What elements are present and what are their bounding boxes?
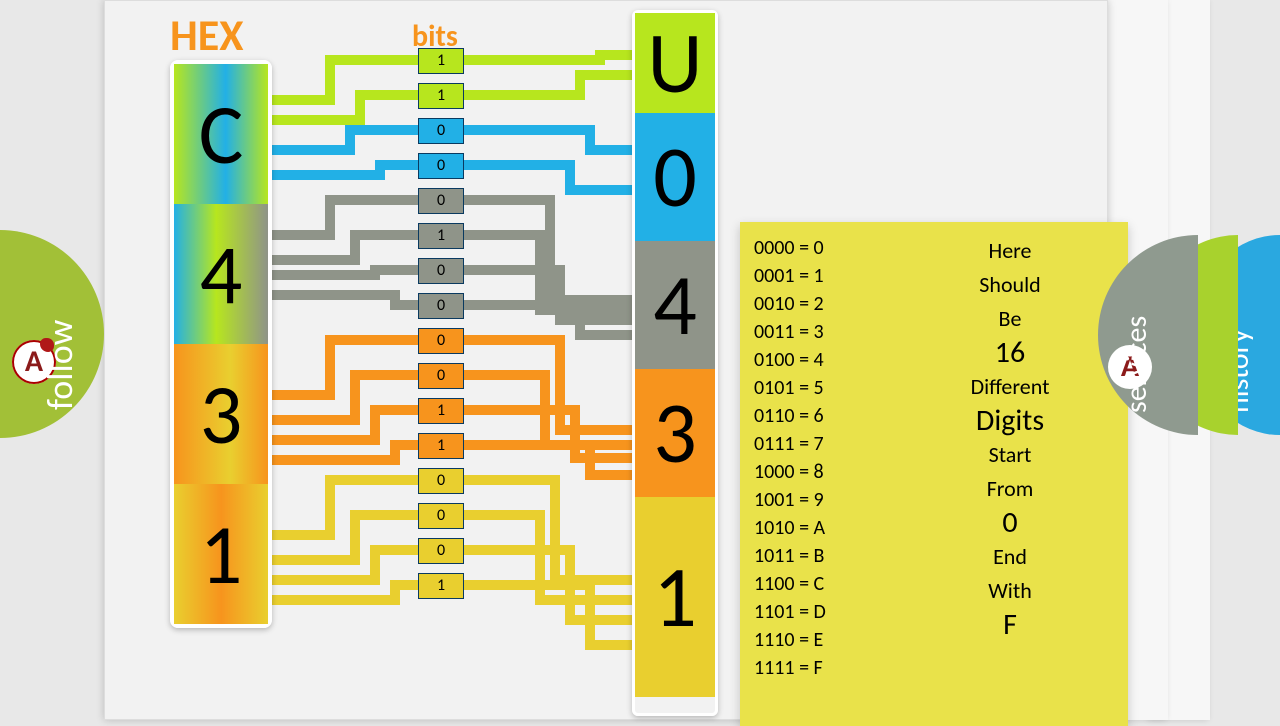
bit-3: 0	[418, 153, 464, 179]
bit-1: 1	[418, 83, 464, 109]
result-cell-U: U	[635, 13, 715, 113]
result-cell-4: 4	[635, 241, 715, 369]
result-column: U0431	[632, 10, 718, 716]
legend-mapping: 0000 = 00001 = 10010 = 20011 = 30100 = 4…	[754, 234, 826, 682]
bit-0: 1	[418, 48, 464, 74]
bit-13: 0	[418, 503, 464, 529]
follow-tab[interactable]: A follow	[0, 230, 104, 440]
bit-11: 1	[418, 433, 464, 459]
bit-6: 0	[418, 258, 464, 284]
hex-cell-4: 4	[174, 204, 268, 344]
bit-9: 0	[418, 363, 464, 389]
bit-10: 1	[418, 398, 464, 424]
result-cell-3: 3	[635, 369, 715, 497]
hex-input-column: C431	[170, 60, 272, 628]
hex-cell-C: C	[174, 64, 268, 204]
result-cell-0: 0	[635, 113, 715, 241]
result-cell-1: 1	[635, 497, 715, 697]
diagram-stage: HEX bits C431 1100010000110001 U0431 000…	[104, 0, 1108, 720]
hex-cell-1: 1	[174, 484, 268, 624]
hex-legend-panel: 0000 = 00001 = 10010 = 20011 = 30100 = 4…	[740, 222, 1128, 726]
hex-cell-3: 3	[174, 344, 268, 484]
legend-note: HereShouldBe16DifferentDigitsStartFrom0E…	[940, 234, 1080, 642]
bit-8: 0	[418, 328, 464, 354]
bit-5: 1	[418, 223, 464, 249]
bit-7: 0	[418, 293, 464, 319]
bit-12: 0	[418, 468, 464, 494]
tab-services[interactable]: A services	[1098, 235, 1198, 435]
bit-4: 0	[418, 188, 464, 214]
tab-services-label: services	[1118, 316, 1155, 413]
bit-15: 1	[418, 573, 464, 599]
right-tabs-group: history about A services	[1108, 235, 1280, 455]
title-hex: HEX	[170, 8, 243, 62]
bit-2: 0	[418, 118, 464, 144]
follow-label: follow	[38, 320, 82, 410]
bit-14: 0	[418, 538, 464, 564]
